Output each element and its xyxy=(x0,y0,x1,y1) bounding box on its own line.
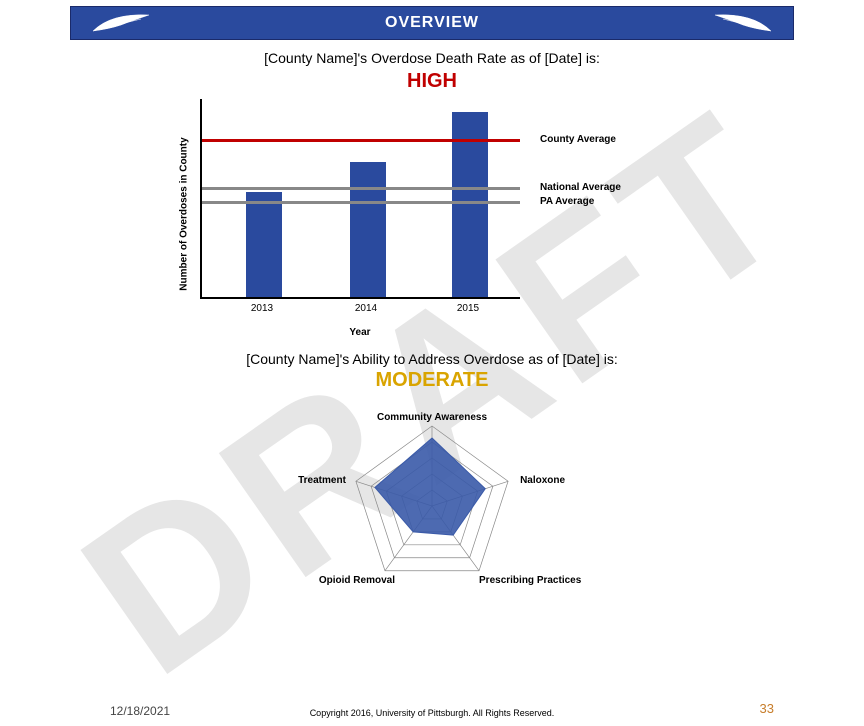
overdose-bar-chart: Number of Overdoses in County Year 20132… xyxy=(172,99,692,329)
radar-axis-label: Naloxone xyxy=(520,475,620,486)
radar-axis-label: Prescribing Practices xyxy=(479,575,619,586)
page-title: OVERVIEW xyxy=(385,14,479,32)
bar-xlabel: 2015 xyxy=(443,303,493,314)
reference-line-label: PA Average xyxy=(540,196,594,207)
reference-line-label: National Average xyxy=(540,182,621,193)
reference-line xyxy=(202,139,520,142)
radar-axis-label: Community Awareness xyxy=(372,412,492,423)
death-rate-rating: HIGH xyxy=(0,70,864,93)
footer-page-number: 33 xyxy=(760,701,774,716)
overview-header-bar: OVERVIEW xyxy=(70,6,794,40)
ability-radar-chart: Community Awareness Naloxone Prescribing P… xyxy=(152,396,712,616)
reference-line-label: County Average xyxy=(540,134,616,145)
bar xyxy=(246,192,282,297)
reference-line xyxy=(202,187,520,190)
bar-xlabel: 2014 xyxy=(341,303,391,314)
bar-xlabel: 2013 xyxy=(237,303,287,314)
ability-subtitle: [County Name]'s Ability to Address Overd… xyxy=(0,351,864,367)
death-rate-subtitle: [County Name]'s Overdose Death Rate as o… xyxy=(0,50,864,66)
radar-axis-label: Opioid Removal xyxy=(275,575,395,586)
feather-icon xyxy=(91,11,151,35)
reference-line xyxy=(202,201,520,204)
footer-copyright: Copyright 2016, University of Pittsburgh… xyxy=(0,708,864,718)
feather-icon xyxy=(713,11,773,35)
bar-chart-ylabel: Number of Overdoses in County xyxy=(179,124,190,304)
bar xyxy=(350,162,386,297)
bar-chart-xlabel: Year xyxy=(200,327,520,338)
ability-rating: MODERATE xyxy=(0,369,864,392)
bar-chart-plot xyxy=(200,99,520,299)
radar-axis-label: Treatment xyxy=(266,475,346,486)
